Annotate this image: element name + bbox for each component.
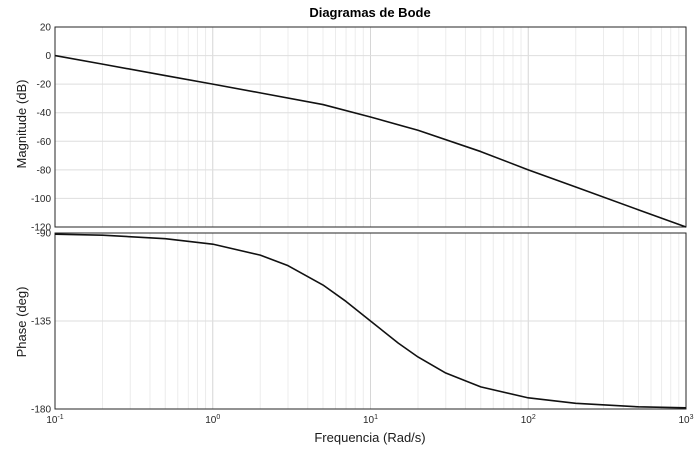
magnitude-axes-frame — [54, 26, 687, 228]
phase-y-tick-label: -180 — [31, 405, 51, 416]
magnitude-y-tick-label: -100 — [31, 194, 51, 205]
x-tick-label: 102 — [521, 414, 536, 426]
magnitude-y-tick-label: 20 — [40, 23, 52, 34]
magnitude-y-tick-label: -80 — [37, 165, 52, 176]
phase-y-tick-label: -90 — [37, 229, 52, 240]
x-tick-label: 10-1 — [46, 414, 63, 426]
magnitude-y-axis-label: Magnitude (dB) — [14, 80, 29, 169]
magnitude-y-tick-label: -20 — [37, 80, 52, 91]
magnitude-y-tick-label: -60 — [37, 137, 52, 148]
magnitude-y-tick-label: -40 — [37, 108, 52, 119]
magnitude-panel: 20 0 -20 -40 -60 -80 -100 -120 — [31, 23, 687, 234]
x-tick-label: 101 — [363, 414, 378, 426]
x-tick-label: 100 — [205, 414, 220, 426]
magnitude-y-tick-label: -120 — [31, 223, 51, 234]
phase-axes-frame — [54, 232, 687, 410]
magnitude-y-tick-label: 0 — [45, 51, 51, 62]
chart-title: Diagramas de Bode — [309, 5, 430, 20]
magnitude-series-line — [54, 54, 687, 228]
x-tick-label: 103 — [678, 414, 693, 426]
x-axis-label: Frequencia (Rad/s) — [314, 430, 425, 445]
phase-series-line — [54, 233, 687, 409]
phase-y-axis-label: Phase (deg) — [14, 287, 29, 358]
phase-y-tick-label: -135 — [31, 317, 51, 328]
